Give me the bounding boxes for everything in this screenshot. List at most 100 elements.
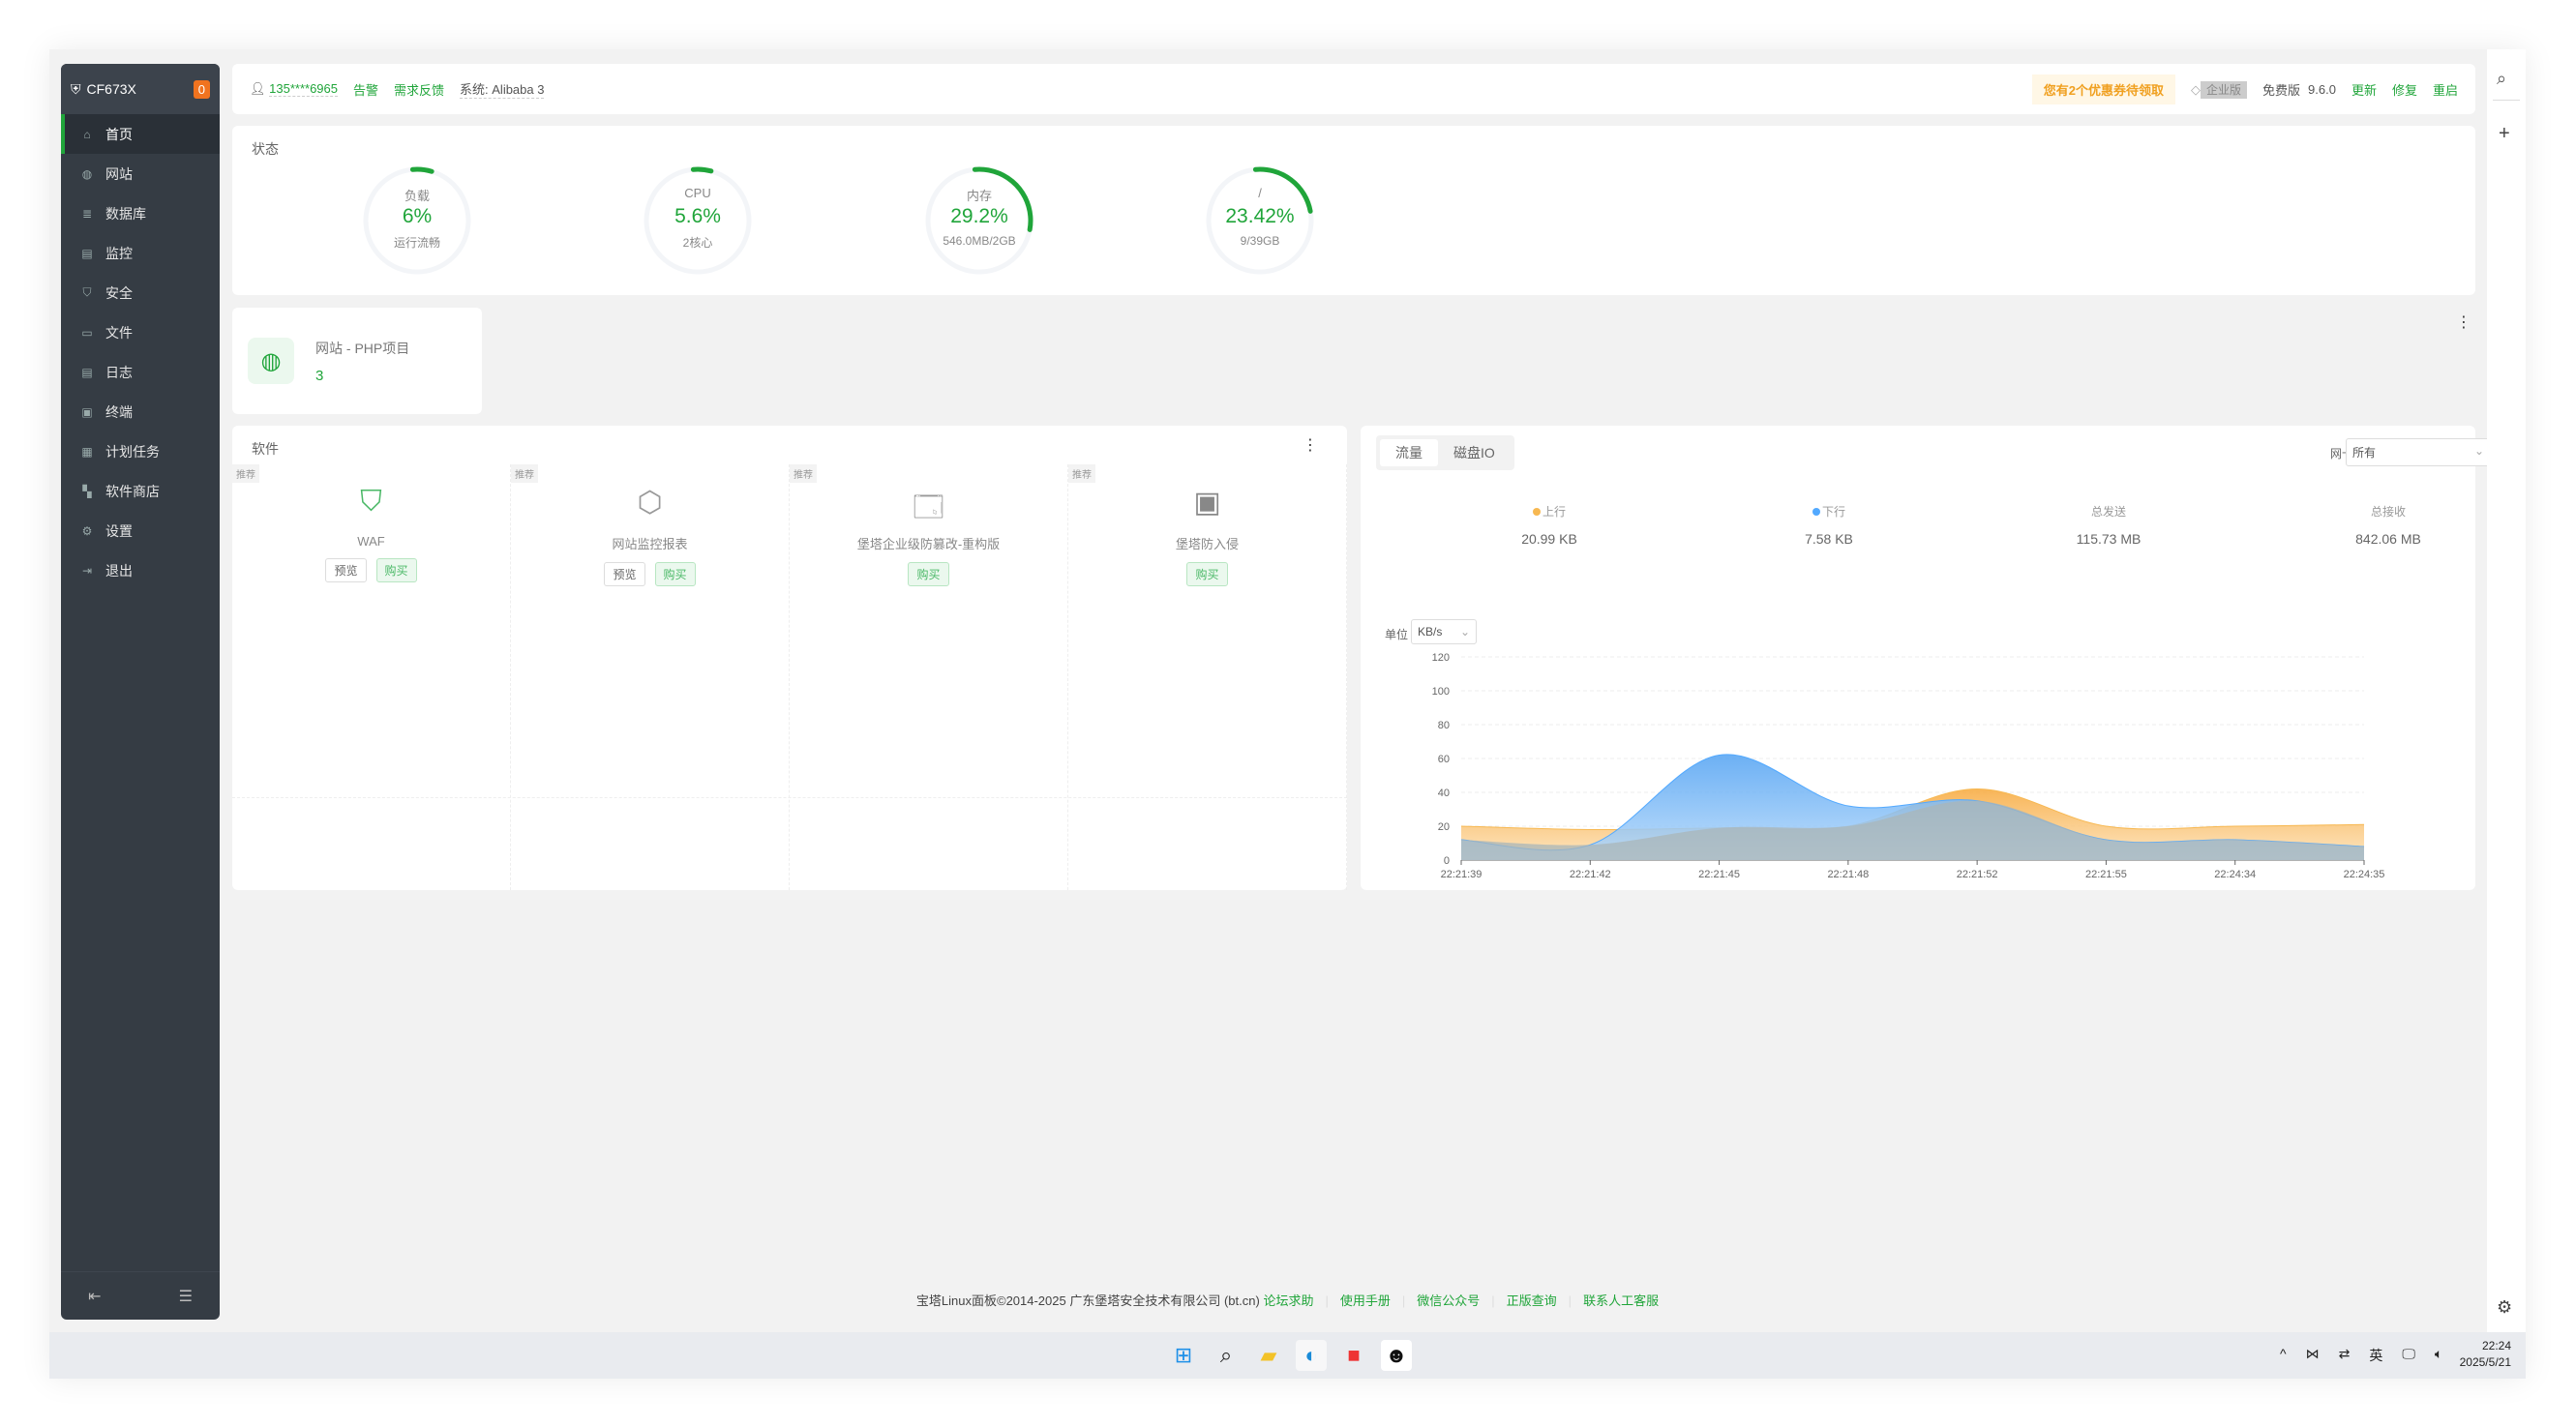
- buy-button[interactable]: 购买: [375, 558, 417, 582]
- edge-browser-icon[interactable]: ◐: [1296, 1340, 1327, 1371]
- stat-value: 7.58 KB: [1805, 531, 1853, 547]
- search-icon[interactable]: ⌕: [1219, 1343, 1233, 1367]
- clock-time: 22:24: [2481, 1339, 2511, 1353]
- recommend-tag: 推荐: [790, 464, 817, 483]
- traffic-stat: 上行 20.99 KB: [1453, 503, 1646, 547]
- footer-link[interactable]: 使用手册: [1339, 1293, 1391, 1308]
- update-link[interactable]: 更新: [2351, 82, 2377, 98]
- traffic-chart: 0 20 40 60 80 100 120 22:21:39 22:21:42 22:21:45 2…: [1432, 652, 2385, 880]
- sidebar-header: ⛨ CF673X 0: [61, 64, 220, 114]
- gauge-arc: [363, 166, 471, 275]
- preview-button[interactable]: 预览: [325, 558, 367, 582]
- stat-label: 上行: [1542, 505, 1566, 519]
- legend-dot: [1532, 508, 1541, 516]
- user-link[interactable]: 👤︎ 135****6965: [250, 81, 338, 97]
- copyright: 宝塔Linux面板©2014-2025 广东堡塔安全技术有限公司 (bt.cn): [915, 1293, 1260, 1308]
- network-icon[interactable]: 🖵︎: [2402, 1346, 2415, 1361]
- site-php-card[interactable]: ◍ 网站 - PHP项目 3: [232, 308, 482, 414]
- software-name: 堡塔防入侵: [1175, 537, 1239, 551]
- sidebar-item[interactable]: ▦ 计划任务: [61, 431, 220, 471]
- sidebar-item-label: 计划任务: [105, 443, 160, 460]
- sidebar-item[interactable]: ≣ 数据库: [61, 193, 220, 233]
- gauge[interactable]: 内存 29.2% 546.0MB/2GB: [923, 164, 1035, 277]
- file-explorer-icon[interactable]: ▰: [1260, 1343, 1277, 1367]
- gauge-label: 负载: [404, 189, 430, 203]
- footer-link[interactable]: 微信公众号: [1417, 1293, 1481, 1308]
- qq-icon[interactable]: ☻: [1381, 1340, 1412, 1371]
- menu-list-icon[interactable]: ☰: [178, 1288, 193, 1305]
- x-tick-label: 22:21:45: [1698, 869, 1740, 880]
- site-card-count[interactable]: 3: [315, 367, 324, 384]
- windows-start-icon[interactable]: ⊞: [1174, 1343, 1193, 1367]
- legend-dot: [1812, 508, 1820, 516]
- shield-logo-icon: ⛨: [71, 80, 81, 97]
- home-icon: ⌂: [83, 127, 91, 141]
- recommend-tag: 推荐: [1068, 464, 1095, 483]
- gauge-value: 29.2%: [950, 205, 1008, 227]
- tray-app-icon[interactable]: ⋈: [2305, 1346, 2320, 1361]
- sidebar-item[interactable]: ◍ 网站: [61, 154, 220, 193]
- software-name: WAF: [357, 534, 385, 549]
- gauge-sub: 9/39GB: [1240, 234, 1280, 248]
- chevron-up-icon[interactable]: ^: [2280, 1346, 2287, 1361]
- restart-link[interactable]: 重启: [2432, 82, 2458, 98]
- gauge-ring: [1206, 166, 1314, 275]
- sidebar-item-label: 网站: [105, 165, 133, 182]
- nic-select[interactable]: 所有 ⌄: [2346, 438, 2491, 466]
- gauge[interactable]: / 23.42% 9/39GB: [1204, 164, 1316, 277]
- x-tick-label: 22:24:34: [2214, 869, 2256, 880]
- plus-icon[interactable]: +: [2499, 123, 2510, 144]
- tab-disk-io[interactable]: 磁盘IO: [1453, 445, 1495, 461]
- stat-value: 20.99 KB: [1521, 531, 1577, 547]
- sidebar-item[interactable]: ▤ 日志: [61, 352, 220, 392]
- more-options-icon[interactable]: ⋮: [1303, 437, 1318, 454]
- sidebar-item[interactable]: ⛉ 安全: [61, 273, 220, 312]
- gear-icon[interactable]: ⚙: [2497, 1297, 2513, 1317]
- search-icon[interactable]: ⌕: [2497, 69, 2507, 88]
- more-options-icon[interactable]: ⋮: [2456, 314, 2471, 331]
- buy-button[interactable]: 购买: [654, 562, 696, 586]
- unit-label: 单位: [1385, 628, 1409, 641]
- sidebar-item[interactable]: ⚙ 设置: [61, 511, 220, 550]
- unit-select-value: KB/s: [1418, 625, 1443, 639]
- clock[interactable]: 22:24 2025/5/21: [2451, 1338, 2511, 1371]
- coupon-banner[interactable]: 您有2个优惠券待领取: [2031, 74, 2175, 104]
- software-item: 推荐 ▣ 堡塔防入侵 购买: [1068, 464, 1347, 890]
- y-tick-label: 20: [1438, 821, 1450, 833]
- sidebar-item[interactable]: ▤ 监控: [61, 233, 220, 273]
- alert-link[interactable]: 告警: [353, 82, 379, 98]
- sidebar-item[interactable]: ⇥ 退出: [61, 550, 220, 590]
- gauge[interactable]: CPU 5.6% 2核心: [642, 164, 754, 277]
- enterprise-badge[interactable]: ◇ 企业版: [2191, 80, 2248, 99]
- unit-select[interactable]: KB/s ⌄: [1411, 619, 1477, 644]
- footer-link[interactable]: 论坛求助: [1263, 1293, 1314, 1308]
- tab-traffic[interactable]: 流量: [1380, 439, 1438, 466]
- preview-button[interactable]: 预览: [604, 562, 645, 586]
- system-info: 系统: Alibaba 3: [460, 79, 545, 99]
- repair-link[interactable]: 修复: [2391, 82, 2417, 98]
- collapse-sidebar-icon[interactable]: ⇤: [88, 1288, 102, 1305]
- footer-link[interactable]: 联系人工客服: [1583, 1293, 1660, 1308]
- buy-button[interactable]: 购买: [908, 562, 949, 586]
- x-tick-label: 22:21:42: [1570, 869, 1611, 880]
- sidebar-item-label: 监控: [105, 245, 133, 261]
- volume-icon[interactable]: 🔈︎: [2434, 1346, 2443, 1361]
- notification-badge[interactable]: 0: [193, 79, 210, 99]
- feedback-link[interactable]: 需求反馈: [394, 82, 445, 98]
- buy-button[interactable]: 购买: [1186, 562, 1228, 586]
- office-app-icon[interactable]: ■: [1347, 1343, 1361, 1367]
- sidebar-item[interactable]: ▭ 文件: [61, 312, 220, 352]
- tray-toggle-icon[interactable]: ⇄: [2338, 1346, 2351, 1361]
- sidebar-item[interactable]: ⌂ 首页: [61, 114, 220, 154]
- sidebar-item[interactable]: ▚ 软件商店: [61, 471, 220, 511]
- sidebar-item[interactable]: ▣ 终端: [61, 392, 220, 431]
- gauge-ring: [363, 166, 471, 275]
- grid-icon: ▚: [82, 484, 92, 498]
- gauge[interactable]: 负载 6% 运行流畅: [361, 164, 473, 277]
- ime-indicator[interactable]: 英: [2369, 1348, 2383, 1363]
- nic-select-value: 所有: [2352, 446, 2377, 460]
- traffic-card: 流量 磁盘IO 网卡 所有 ⌄ 上行 20.99 KB 下行 7.58 KB 总发…: [1361, 426, 2491, 890]
- footer-link[interactable]: 正版查询: [1506, 1293, 1557, 1308]
- sidebar-item-label: 设置: [105, 522, 133, 539]
- x-tick-label: 22:24:35: [2344, 869, 2385, 880]
